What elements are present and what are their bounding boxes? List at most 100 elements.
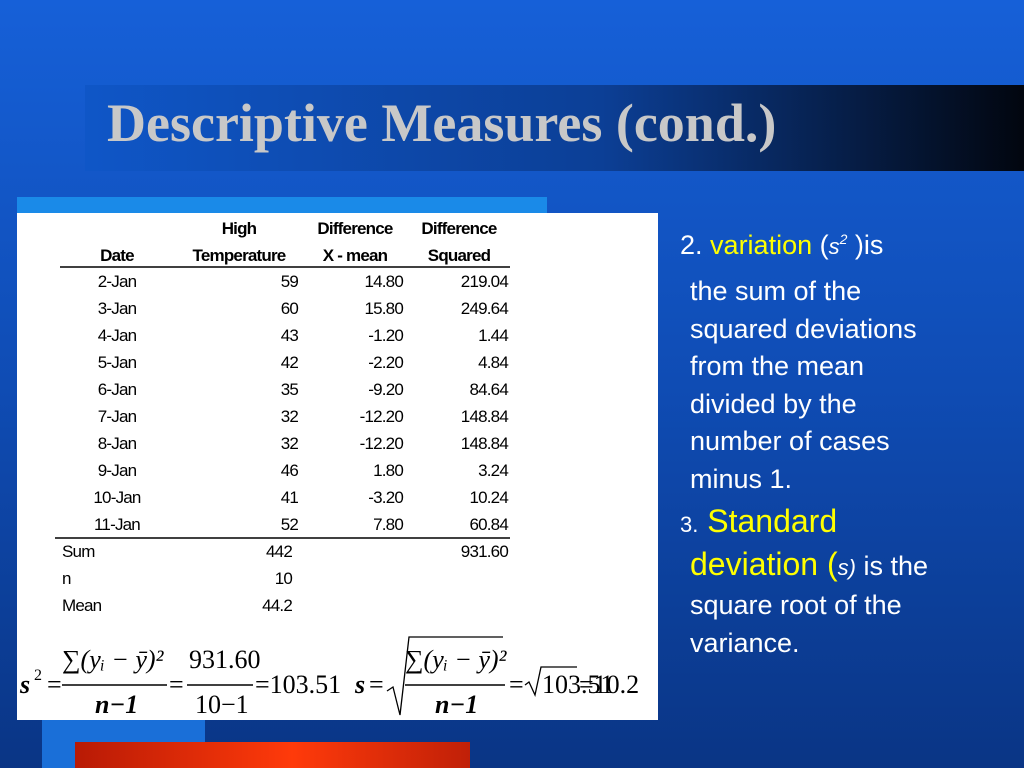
operator: =: [509, 670, 524, 699]
item: 3. Standard: [680, 505, 837, 537]
radical: [386, 636, 503, 716]
table-cell: 11-Jan: [94, 515, 140, 534]
item-symbol: 2: [839, 231, 848, 247]
table-cell: 7.80: [373, 515, 403, 534]
table-cell: 6-Jan: [98, 380, 137, 399]
table-cell: 10-Jan: [93, 488, 141, 507]
item-term: Standard: [707, 503, 838, 539]
decor-strip: [17, 197, 547, 213]
operator: =: [169, 670, 184, 699]
table-cell: 7-Jan: [98, 407, 137, 426]
numerator: 931.60: [189, 645, 261, 674]
table-cell: 60: [281, 299, 299, 318]
numerator: ∑(yᵢ − ȳ)²: [405, 645, 508, 674]
table-cell: 35: [281, 380, 299, 399]
column-header: Temperature: [193, 246, 286, 265]
table-panel: s 2 = ∑(yᵢ − ȳ)² n−1 = 931.60 10−1 =103.…: [17, 213, 658, 720]
item-text: )is: [847, 230, 884, 260]
table-cell: 219.04: [461, 272, 509, 291]
exponent: 2: [34, 667, 42, 684]
item-term: variation: [710, 230, 813, 260]
item-text: is the: [855, 551, 929, 581]
denominator: 10−1: [195, 690, 249, 719]
decor-bar: [75, 742, 470, 768]
item-line: variance.: [690, 627, 800, 658]
table-cell: 10.24: [469, 488, 508, 507]
table-cell: 249.64: [461, 299, 509, 318]
item-number: 2.: [680, 230, 703, 260]
table-cell: 43: [281, 326, 299, 345]
table-cell: 84.64: [469, 380, 508, 399]
table-cell: -1.20: [368, 326, 403, 345]
table-cell: 4.84: [478, 353, 508, 372]
item-line: number of cases: [690, 426, 890, 456]
item-symbol: s): [837, 555, 856, 580]
table-cell: 14.80: [364, 272, 403, 291]
table-cell: 4-Jan: [98, 326, 137, 345]
summary-value: 10: [275, 569, 293, 588]
table-cell: -3.20: [368, 488, 403, 507]
radicand: 103.51: [542, 670, 614, 699]
table-cell: 2-Jan: [98, 272, 137, 291]
item-body: square root of the variance.: [690, 587, 902, 662]
variance-formula: s 2 = ∑(yᵢ − ȳ)² n−1 = 931.60 10−1 =103.…: [19, 645, 341, 719]
table-cell: 1.80: [373, 461, 403, 480]
item-line: from the mean: [690, 351, 865, 381]
table-cell: 9-Jan: [98, 461, 137, 480]
item-line: minus 1.: [690, 463, 793, 494]
column-header: Difference: [317, 219, 392, 238]
item-line: square root of the: [690, 590, 902, 620]
item-symbol: (: [826, 546, 838, 582]
column-header: Difference: [421, 219, 496, 238]
item-symbol: s: [828, 234, 840, 259]
table-cell: 42: [281, 353, 299, 372]
summary-value: 44.2: [262, 596, 292, 615]
table-cell: -9.20: [368, 380, 403, 399]
table-cell: 3-Jan: [98, 299, 137, 318]
symbol: s: [19, 670, 30, 699]
table-cell: -2.20: [368, 353, 403, 372]
table-cell: 148.84: [461, 407, 509, 426]
item: 2. variation (s2 )is: [680, 232, 883, 259]
table-cell: 32: [281, 434, 299, 453]
result: =10.2: [579, 670, 639, 699]
column-header: X - mean: [323, 246, 388, 265]
summary-label: Sum: [62, 542, 95, 561]
item-line: the sum of the: [690, 276, 862, 306]
column-header: Date: [100, 246, 134, 265]
summary-value: 931.60: [461, 542, 509, 561]
item-line: squared deviations: [690, 313, 917, 344]
title-bar: [85, 85, 1024, 171]
item-line: divided by the: [690, 388, 857, 419]
item-symbol: (: [819, 230, 829, 260]
table-cell: 59: [281, 272, 299, 291]
table-cell: 60.84: [469, 515, 508, 534]
summary-value: 442: [266, 542, 292, 561]
summary-label: Mean: [62, 596, 102, 615]
denominator: n−1: [95, 690, 138, 719]
table-cell: -12.20: [360, 434, 404, 453]
column-header: Squared: [428, 246, 491, 265]
result: =103.51: [255, 670, 341, 699]
item-body: the sum of the squared deviations from the…: [690, 273, 917, 498]
std-formula: s = ∑(yᵢ − ȳ)² n−1 = 103.51 =10.2: [354, 636, 639, 719]
item: deviation (s) is the: [690, 548, 928, 580]
table-cell: -12.20: [360, 407, 404, 426]
denominator: n−1: [435, 690, 478, 719]
item-term: deviation: [690, 546, 819, 582]
summary-label: n: [62, 569, 71, 588]
symbol: s: [354, 670, 365, 699]
column-header: High: [222, 219, 257, 238]
table-cell: 46: [281, 461, 299, 480]
table-cell: 52: [281, 515, 299, 534]
table-cell: 32: [281, 407, 299, 426]
numerator: ∑(yᵢ − ȳ)²: [62, 645, 165, 674]
table-cell: 41: [281, 488, 299, 507]
operator: =: [369, 670, 384, 699]
slide-title: Descriptive Measures (cond.): [107, 93, 777, 153]
table-cell: 148.84: [461, 434, 509, 453]
item-number: 3.: [680, 512, 699, 537]
table-cell: 15.80: [364, 299, 403, 318]
operator: =: [47, 670, 62, 699]
